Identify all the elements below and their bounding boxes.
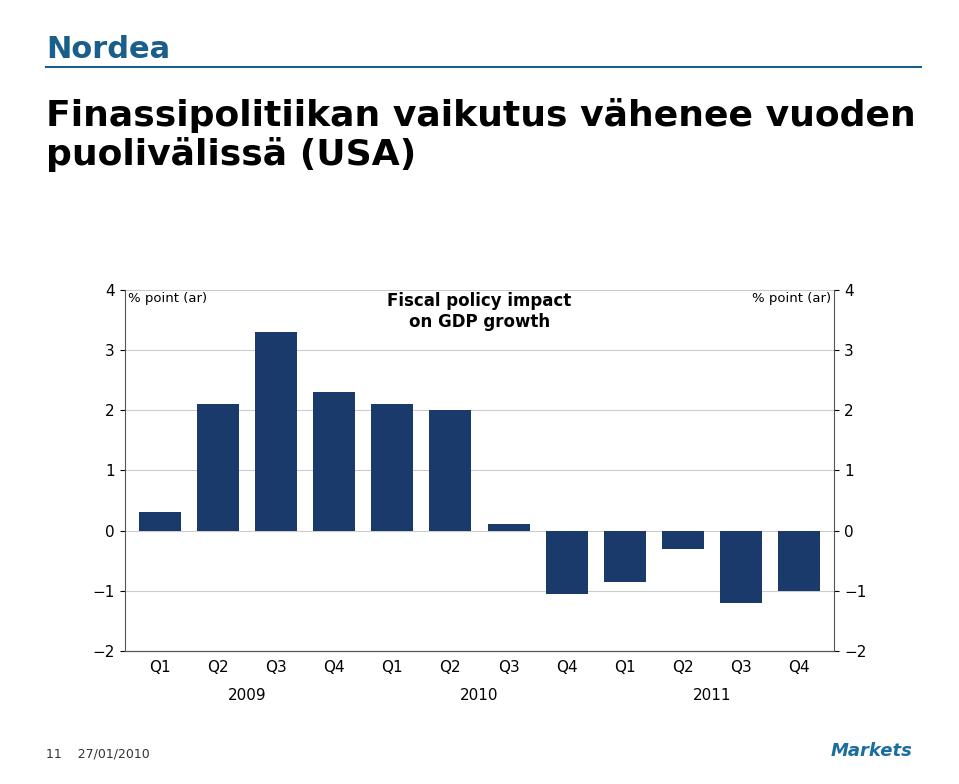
Bar [139,513,180,531]
Text: Fiscal policy impact
on GDP growth: Fiscal policy impact on GDP growth [387,292,572,331]
Bar [430,410,472,531]
Bar [371,405,413,531]
Text: % point (ar): % point (ar) [129,292,207,305]
Text: Nordea: Nordea [46,35,170,64]
Bar [604,531,645,582]
Text: 2009: 2009 [227,688,267,703]
Text: Finassipolitiikan vaikutus vähenee vuoden: Finassipolitiikan vaikutus vähenee vuode… [46,98,916,133]
Text: % point (ar): % point (ar) [752,292,830,305]
Bar [314,392,355,531]
Bar [197,405,239,531]
Bar [487,524,529,531]
Bar [546,531,588,593]
Bar [779,531,820,590]
Text: puolivälissä (USA): puolivälissä (USA) [46,137,416,172]
Text: 2011: 2011 [693,688,732,703]
Text: Markets: Markets [831,742,913,760]
Text: 2010: 2010 [460,688,499,703]
Bar [255,332,297,531]
Text: 11    27/01/2010: 11 27/01/2010 [46,747,150,760]
Bar [720,531,762,603]
Bar [662,531,704,549]
